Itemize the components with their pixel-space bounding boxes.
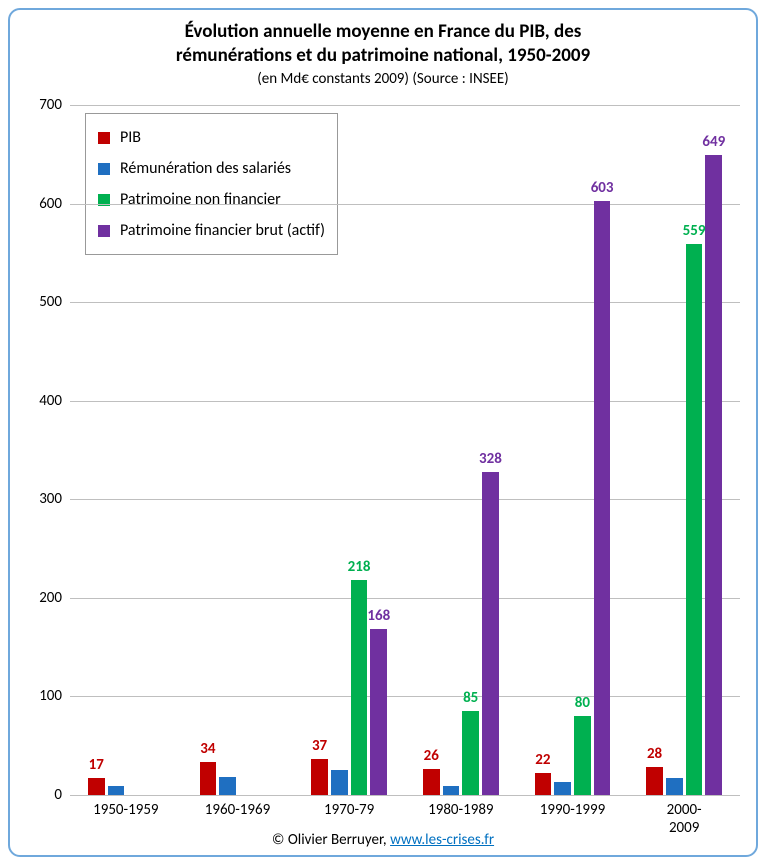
- data-label: 26: [424, 747, 439, 765]
- legend-label: Patrimoine financier brut (actif): [120, 221, 325, 240]
- bar: [646, 767, 663, 795]
- data-label: 168: [367, 607, 390, 625]
- x-tick-label: 1980-1989: [428, 795, 493, 819]
- data-label: 649: [702, 133, 725, 151]
- gridline: [70, 105, 740, 106]
- y-tick-label: 400: [39, 392, 70, 410]
- data-label: 22: [535, 751, 550, 769]
- y-tick-label: 200: [39, 589, 70, 607]
- bar: [535, 773, 552, 795]
- data-label: 17: [89, 756, 104, 774]
- gridline: [70, 204, 740, 205]
- y-tick-label: 100: [39, 687, 70, 705]
- bar: [331, 770, 348, 795]
- chart-title: Évolution annuelle moyenne en France du …: [10, 10, 756, 68]
- bar: [351, 580, 368, 795]
- legend-item: Patrimoine non financier: [98, 184, 325, 215]
- bar: [311, 759, 328, 795]
- legend-item: PIB: [98, 122, 325, 153]
- bar: [423, 769, 440, 795]
- gridline: [70, 401, 740, 402]
- gridline: [70, 598, 740, 599]
- bar: [108, 786, 125, 795]
- chart-footer: © Olivier Berruyer, www.les-crises.fr: [10, 831, 756, 849]
- bar: [219, 777, 236, 795]
- gridline: [70, 499, 740, 500]
- data-label: 85: [463, 689, 478, 707]
- x-tick-label: 1970-79: [324, 795, 374, 819]
- data-label: 34: [200, 740, 215, 758]
- bar: [594, 201, 611, 795]
- bar: [370, 629, 387, 795]
- data-label: 603: [591, 179, 614, 197]
- legend: PIB Rémunération des salariés Patrimoine n…: [85, 113, 338, 255]
- bar: [482, 472, 499, 795]
- bar: [666, 778, 683, 795]
- bar: [88, 778, 105, 795]
- chart-frame: Évolution annuelle moyenne en France du …: [8, 8, 758, 857]
- footer-prefix: © Olivier Berruyer,: [272, 831, 390, 849]
- y-tick-label: 600: [39, 195, 70, 213]
- y-tick-label: 700: [39, 96, 70, 114]
- gridline: [70, 696, 740, 697]
- legend-item: Rémunération des salariés: [98, 153, 325, 184]
- legend-swatch: [98, 225, 110, 237]
- legend-item: Patrimoine financier brut (actif): [98, 215, 325, 246]
- data-label: 80: [575, 694, 590, 712]
- bar: [705, 155, 722, 795]
- x-tick-label: 1950-1959: [93, 795, 158, 819]
- footer-link[interactable]: www.les-crises.fr: [390, 831, 494, 849]
- x-tick-label: 1960-1969: [205, 795, 270, 819]
- legend-label: Rémunération des salariés: [120, 159, 291, 178]
- legend-label: PIB: [120, 128, 141, 147]
- bar: [200, 762, 217, 796]
- y-tick-label: 300: [39, 490, 70, 508]
- plot-area: PIB Rémunération des salariés Patrimoine n…: [70, 105, 740, 795]
- legend-label: Patrimoine non financier: [120, 190, 281, 209]
- bar: [443, 786, 460, 795]
- data-label: 28: [647, 745, 662, 763]
- data-label: 37: [312, 737, 327, 755]
- legend-swatch: [98, 132, 110, 144]
- data-label: 559: [683, 222, 706, 240]
- y-tick-label: 0: [54, 786, 70, 804]
- gridline: [70, 302, 740, 303]
- title-line2: rémunérations et du patrimoine national,…: [176, 44, 590, 67]
- gridline: [70, 795, 740, 796]
- bar: [686, 244, 703, 795]
- data-label: 328: [479, 450, 502, 468]
- title-line1: Évolution annuelle moyenne en France du …: [185, 20, 582, 43]
- bar: [574, 716, 591, 795]
- y-tick-label: 500: [39, 293, 70, 311]
- bar: [554, 782, 571, 795]
- data-label: 218: [348, 558, 371, 576]
- x-tick-label: 1990-1999: [540, 795, 605, 819]
- legend-swatch: [98, 163, 110, 175]
- bar: [462, 711, 479, 795]
- chart-subtitle: (en Md€ constants 2009) (Source : INSEE): [10, 68, 756, 88]
